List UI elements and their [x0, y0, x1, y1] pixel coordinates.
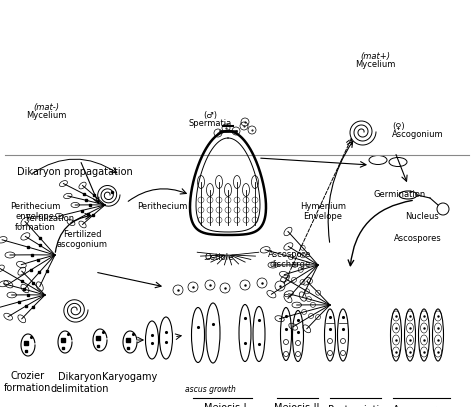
Text: (mat-): (mat-) — [33, 103, 59, 112]
Text: Fertilized
ascogonium: Fertilized ascogonium — [56, 230, 108, 249]
Text: Fertilization: Fertilization — [25, 214, 74, 223]
Text: (♀): (♀) — [392, 122, 405, 131]
Text: Dikaryon
delimitation: Dikaryon delimitation — [51, 372, 109, 394]
Text: Postmeiotic
mitosis: Postmeiotic mitosis — [328, 405, 384, 407]
Text: Hymenium
Envelope: Hymenium Envelope — [300, 202, 346, 221]
Text: Meiosis-II: Meiosis-II — [274, 403, 319, 407]
Text: ascus growth: ascus growth — [184, 385, 236, 394]
Text: (mat+): (mat+) — [360, 52, 390, 61]
Text: Dikaryon propagatation: Dikaryon propagatation — [17, 167, 133, 177]
Text: (♂): (♂) — [203, 111, 217, 120]
Text: Crozier
formation: Crozier formation — [4, 371, 52, 393]
Text: Mycelium: Mycelium — [355, 60, 395, 69]
Text: Ascogonium: Ascogonium — [392, 130, 444, 139]
Text: Ostiole: Ostiole — [204, 253, 234, 262]
Text: Ascospore
discharge: Ascospore discharge — [268, 250, 311, 269]
Text: Germination: Germination — [374, 190, 426, 199]
Text: Meiosis-I: Meiosis-I — [204, 403, 246, 407]
Text: Perithecium
envelope
formation: Perithecium envelope formation — [10, 202, 60, 232]
Text: Spermatia: Spermatia — [188, 119, 232, 128]
Text: Karyogamy: Karyogamy — [102, 372, 158, 382]
Text: Nucleus: Nucleus — [405, 212, 439, 221]
Text: Mycelium: Mycelium — [26, 111, 66, 120]
Text: Ascospores: Ascospores — [394, 234, 442, 243]
Text: Perithecium: Perithecium — [137, 202, 187, 211]
Text: Ascospore
formation: Ascospore formation — [393, 405, 443, 407]
